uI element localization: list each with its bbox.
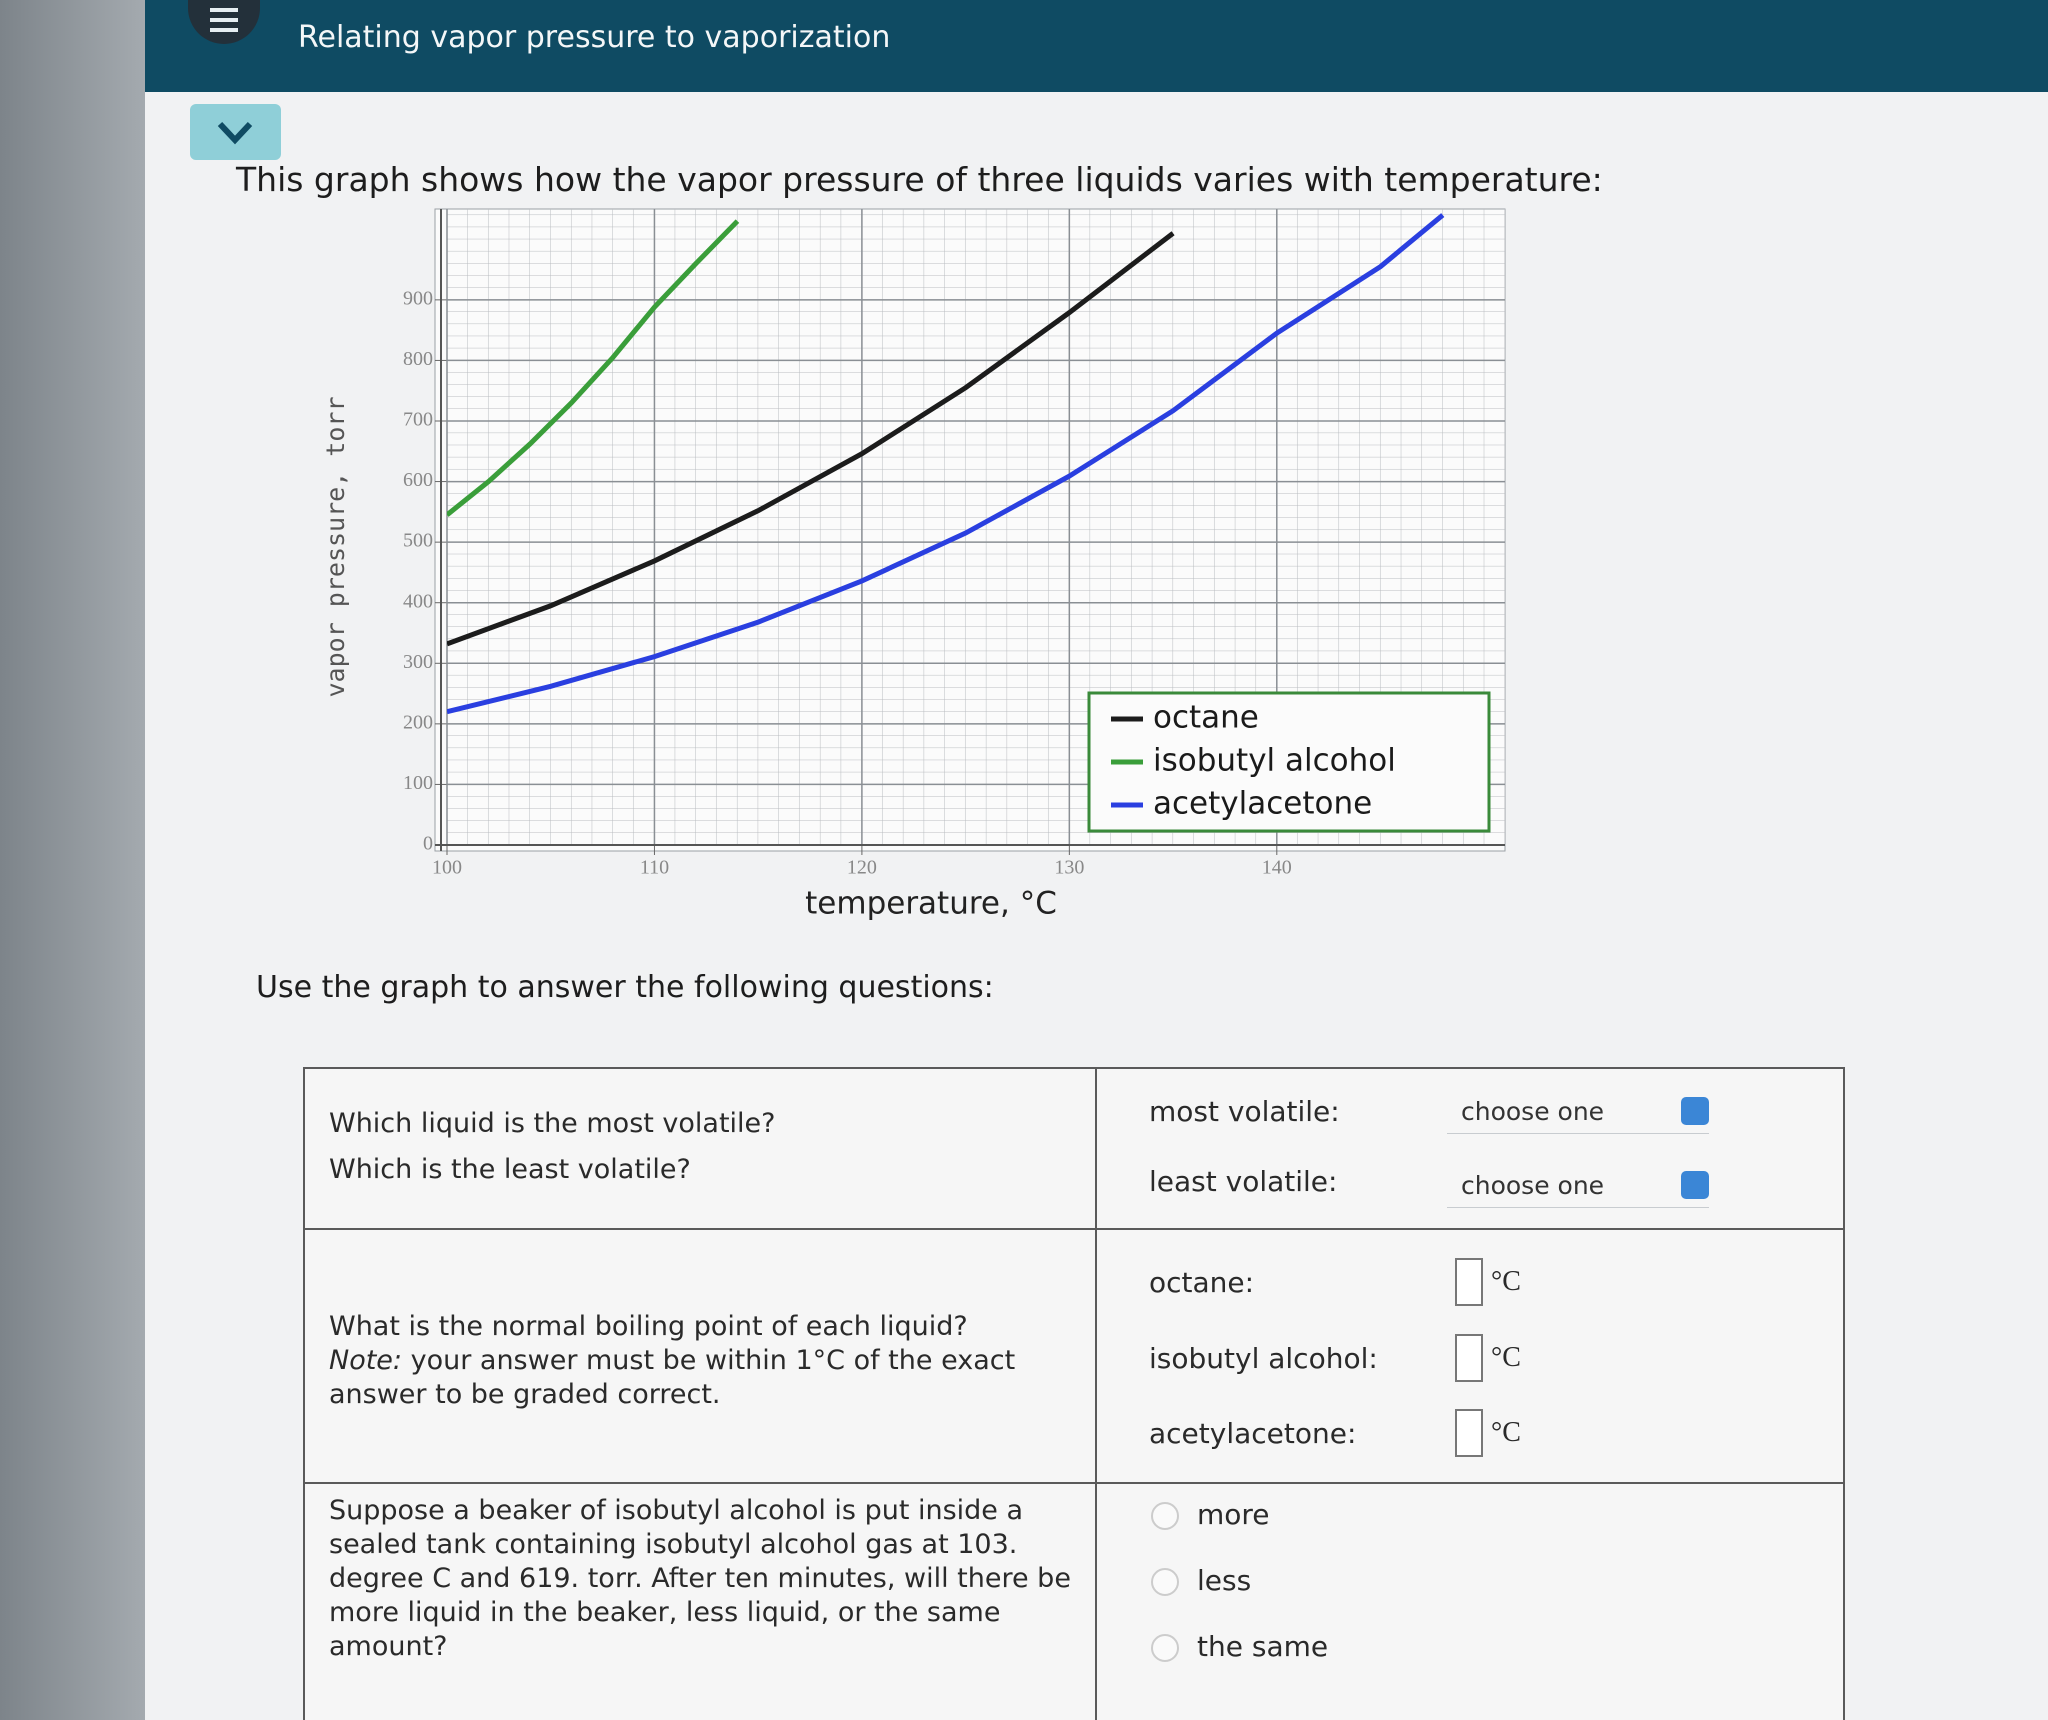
y-tick-label: 0 — [423, 833, 433, 855]
answer-cell: most volatile: choose one least volatile… — [1099, 1069, 1843, 1228]
y-tick-label: 100 — [403, 772, 433, 794]
dropdown-text: choose one — [1461, 1171, 1605, 1200]
top-bar — [145, 0, 2048, 92]
question-row: What is the normal boiling point of each… — [305, 1230, 1843, 1484]
field-label: least volatile: — [1149, 1165, 1338, 1198]
question-table: Which liquid is the most volatile? Which… — [303, 1067, 1845, 1720]
dropdown[interactable]: choose one — [1447, 1163, 1709, 1208]
legend-label: acetylacetone — [1153, 786, 1372, 822]
option-label: less — [1197, 1564, 1252, 1597]
field-label: isobutyl alcohol: — [1149, 1342, 1378, 1375]
data-line — [447, 231, 1175, 647]
legend-label: isobutyl alcohol — [1153, 743, 1396, 779]
question-cell: What is the normal boiling point of each… — [305, 1230, 1097, 1482]
question-text: Which is the least volatile? — [329, 1154, 691, 1185]
answer-cell: octane: °C isobutyl alcohol: °C acetylac… — [1099, 1230, 1843, 1482]
unit-label: °C — [1491, 1417, 1521, 1448]
question-text: What is the normal boiling point of each… — [329, 1310, 1071, 1412]
field-label: acetylacetone: — [1149, 1417, 1357, 1450]
text-input[interactable] — [1455, 1334, 1483, 1382]
question-cell: Suppose a beaker of isobutyl alcohol is … — [305, 1484, 1097, 1720]
data-line — [447, 219, 740, 517]
text-input[interactable] — [1455, 1409, 1483, 1457]
unit-label: °C — [1491, 1266, 1521, 1297]
answer-cell: more less the same — [1099, 1484, 1843, 1720]
radio-button[interactable] — [1151, 1568, 1179, 1596]
note-label: Note: — [329, 1345, 403, 1376]
collapse-button[interactable] — [190, 104, 281, 160]
text-input[interactable] — [1455, 1258, 1483, 1306]
legend-box — [1087, 691, 1491, 833]
question-row: Suppose a beaker of isobutyl alcohol is … — [305, 1484, 1843, 1720]
radio-button[interactable] — [1151, 1502, 1179, 1530]
y-tick-label: 700 — [403, 409, 433, 431]
y-tick-label: 200 — [403, 711, 433, 733]
question-row: Which liquid is the most volatile? Which… — [305, 1069, 1843, 1230]
x-tick-label: 100 — [432, 857, 462, 879]
x-tick-label: 120 — [847, 857, 877, 879]
chevron-icon — [217, 121, 253, 145]
y-tick-label: 900 — [403, 287, 433, 309]
y-tick-label: 400 — [403, 590, 433, 612]
plot-lines — [447, 213, 1445, 715]
data-line — [447, 213, 1445, 715]
y-tick-label: 600 — [403, 469, 433, 491]
x-tick-label: 140 — [1262, 857, 1292, 879]
dropdown-icon — [1681, 1171, 1709, 1199]
y-axis-label: vapor pressure, torr — [321, 396, 350, 697]
question-text: What is the normal boiling point of each… — [329, 1311, 968, 1342]
field-label: octane: — [1149, 1266, 1255, 1299]
y-tick-label: 800 — [403, 348, 433, 370]
legend-label: octane — [1153, 700, 1259, 736]
side-margin — [0, 0, 145, 1720]
dropdown-text: choose one — [1461, 1097, 1605, 1126]
question-text: Which liquid is the most volatile? — [329, 1108, 776, 1139]
unit-label: °C — [1491, 1342, 1521, 1373]
y-tick-label: 300 — [403, 651, 433, 673]
y-tick-label: 500 — [403, 530, 433, 552]
prompt-text: Use the graph to answer the following qu… — [256, 970, 994, 1005]
radio-button[interactable] — [1151, 1634, 1179, 1662]
note-text: your answer must be within 1°C of the ex… — [329, 1345, 1016, 1410]
question-text: Suppose a beaker of isobutyl alcohol is … — [329, 1495, 1071, 1662]
intro-text: This graph shows how the vapor pressure … — [236, 160, 1603, 199]
dropdown[interactable]: choose one — [1447, 1089, 1709, 1134]
x-tick-label: 130 — [1054, 857, 1084, 879]
x-tick-label: 110 — [640, 857, 669, 879]
question-cell: Which liquid is the most volatile? Which… — [305, 1069, 1097, 1228]
field-label: most volatile: — [1149, 1095, 1340, 1128]
option-label: the same — [1197, 1630, 1329, 1663]
x-axis-label: temperature, °C — [805, 886, 1057, 922]
dropdown-icon — [1681, 1097, 1709, 1125]
option-label: more — [1197, 1498, 1270, 1531]
page-title: Relating vapor pressure to vaporization — [298, 20, 891, 55]
